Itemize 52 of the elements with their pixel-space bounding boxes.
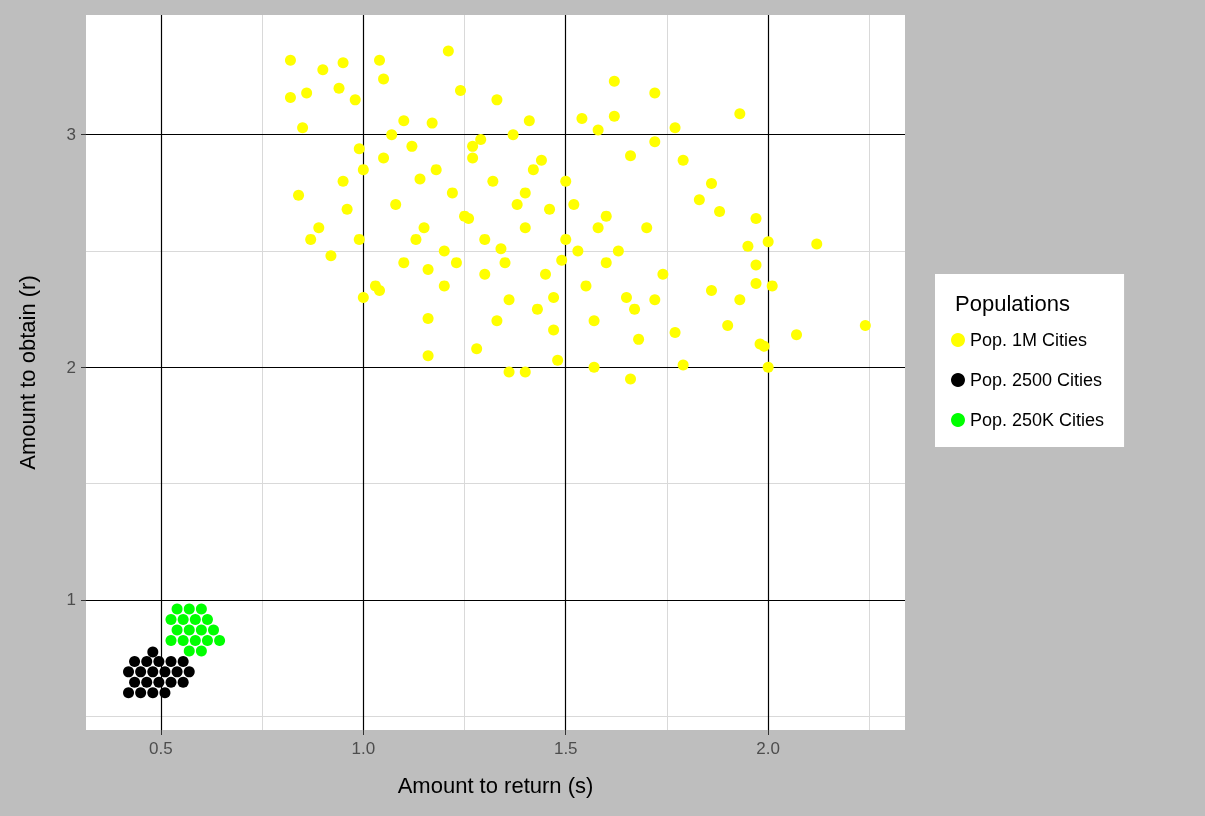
point [201, 634, 213, 646]
point [195, 645, 207, 657]
point [183, 645, 195, 657]
point [195, 624, 207, 636]
point [135, 666, 147, 678]
point [189, 634, 201, 646]
point [171, 666, 183, 678]
point [171, 603, 183, 615]
point [147, 646, 159, 658]
point [129, 676, 141, 688]
point [183, 624, 195, 636]
point [165, 614, 177, 626]
point [208, 624, 220, 636]
point [141, 676, 153, 688]
point [177, 614, 189, 626]
point [201, 614, 213, 626]
point [165, 655, 177, 667]
point [147, 687, 159, 699]
point [153, 655, 165, 667]
point [183, 666, 195, 678]
point [123, 666, 135, 678]
point [171, 624, 183, 636]
point [147, 666, 159, 678]
x-tick-label: 1.5 [553, 739, 578, 758]
point [177, 676, 189, 688]
point [141, 655, 153, 667]
point [183, 603, 195, 615]
x-tick-label: 0.5 [149, 739, 173, 758]
x-tick-label: 1.0 [351, 739, 376, 758]
x-axis-title: Amount to return (s) [397, 772, 594, 798]
y-axis-title: Amount to obtain (r) [14, 275, 40, 470]
point [195, 603, 207, 615]
point [159, 687, 171, 699]
y-tick-label: 1 [66, 590, 76, 610]
point [135, 687, 147, 699]
legend-label: Pop. 250K Cities [970, 410, 1105, 430]
point [189, 614, 201, 626]
point [214, 634, 226, 646]
legend-label: Pop. 2500 Cities [970, 370, 1103, 390]
point [177, 655, 189, 667]
point [129, 655, 141, 667]
x-tick-label: 2.0 [756, 739, 780, 758]
legend-label: Pop. 1M Cities [970, 330, 1088, 350]
point [153, 676, 165, 688]
point [159, 666, 171, 678]
point [165, 634, 177, 646]
y-tick-label: 2 [66, 357, 76, 377]
point [177, 634, 189, 646]
point [123, 687, 135, 699]
point [165, 676, 177, 688]
legend-title: Populations [955, 290, 1070, 316]
y-tick-label: 3 [66, 125, 76, 145]
